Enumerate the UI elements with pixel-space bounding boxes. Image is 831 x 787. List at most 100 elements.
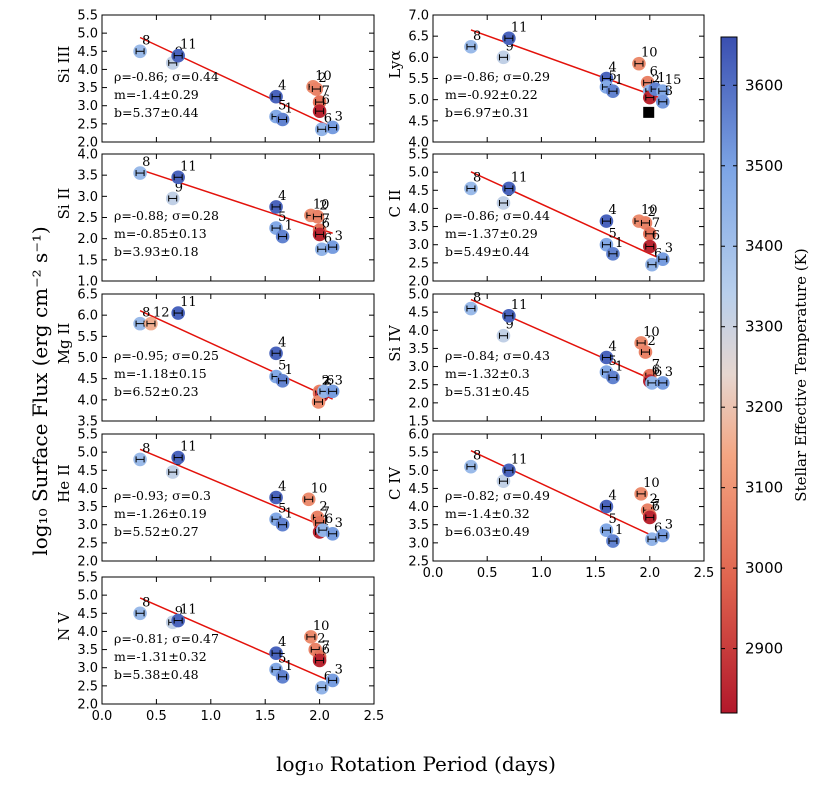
panel-frame (101, 153, 375, 282)
y-tick-label: 1.5 (408, 415, 429, 430)
panel: 1.5 2.0 2.5 3.0 3.5 4.0 4.5 5.0 Si IV ρ=-0.84; σ=… (386, 288, 705, 430)
point-label: 5 (278, 501, 286, 516)
stats-text: b=5.52±0.27 (114, 524, 199, 539)
point-label: 6 (325, 512, 333, 527)
y-tick-label: 4.0 (408, 202, 429, 217)
y-tick-label: 2.5 (77, 536, 98, 551)
point-label: 5 (608, 227, 616, 242)
x-tick-label: 2.5 (364, 709, 385, 724)
point-label: 2 (647, 334, 655, 349)
point-label: 11 (180, 295, 197, 310)
y-tick-label: 3.5 (408, 220, 429, 235)
y-tick-label: 6.0 (408, 51, 429, 66)
y-tick-label: 2.5 (77, 211, 98, 226)
y-tick-label: 5.5 (408, 72, 429, 87)
panel-ion-label: He II (55, 464, 73, 503)
panel: 1.0 1.5 2.0 2.5 3.0 3.5 4.0 Si II ρ=-0.88; σ=0.2… (55, 148, 375, 290)
point-label: 9 (175, 180, 183, 195)
panel-frame (432, 293, 705, 422)
y-tick-label: 6.0 (77, 309, 98, 324)
stats-text: m=-1.18±0.15 (114, 366, 207, 381)
x-tick-label: 2.5 (694, 566, 715, 581)
colorbar-tick-label: 3100 (745, 479, 783, 497)
stats-text: b=5.49±0.44 (445, 244, 530, 259)
stats-text: ρ=-0.95; σ=0.25 (114, 348, 219, 363)
point-label: 11 (180, 159, 197, 174)
point-label: 5 (278, 99, 286, 114)
y-tick-label: 2.5 (77, 679, 98, 694)
y-tick-label: 5.5 (408, 148, 429, 163)
y-tick-label: 2.0 (408, 396, 429, 411)
stats-text: b=5.37±0.44 (114, 105, 199, 120)
stats-text: ρ=-0.86; σ=0.44 (445, 208, 550, 223)
point-label: 11 (511, 298, 528, 313)
x-tick-label: 1.5 (255, 709, 276, 724)
y-tick-label: 3.5 (408, 342, 429, 357)
point-label: 7 (322, 212, 330, 227)
point-label: 15 (665, 73, 682, 88)
stats-text: m=-1.4±0.29 (114, 87, 199, 102)
point-label: 10 (313, 619, 330, 634)
panels-group: 2.0 2.5 3.0 3.5 4.0 4.5 5.0 5.5 Si III ρ=-0.86; σ… (55, 9, 714, 725)
y-tick-label: 4.5 (408, 482, 429, 497)
y-tick-label: 5.5 (77, 9, 98, 24)
stats-text: b=5.38±0.48 (114, 667, 199, 682)
point-label: 9 (175, 604, 183, 619)
fit-line (139, 597, 333, 683)
point-label: 10 (641, 46, 658, 61)
y-tick-label: 3.5 (77, 500, 98, 515)
point-label: 3 (335, 662, 343, 677)
point-label: 6 (324, 231, 332, 246)
point-label: 1 (615, 73, 623, 88)
point-label: 7 (322, 84, 330, 99)
point-label: 1 (285, 507, 293, 522)
point-label: 9 (505, 318, 513, 333)
point-label: 6 (324, 378, 332, 393)
y-tick-label: 2.0 (77, 555, 98, 570)
panel: 2.0 2.5 3.0 3.5 4.0 4.5 5.0 5.5 Si III ρ=-0.86; σ… (55, 9, 375, 151)
point-label: 4 (278, 480, 286, 495)
x-tick-label: 1.0 (531, 566, 552, 581)
y-tick-label: 4.0 (408, 500, 429, 515)
point-label: 11 (511, 20, 528, 35)
y-tick-label: 1.5 (77, 253, 98, 268)
y-tick-label: 3.0 (77, 518, 98, 533)
stats-text: m=-1.32±0.3 (445, 366, 530, 381)
point-label: 8 (473, 29, 481, 44)
y-tick-label: 3.5 (77, 415, 98, 430)
y-tick-label: 4.0 (77, 63, 98, 78)
y-tick-label: 3.5 (77, 169, 98, 184)
point-label: 5 (278, 359, 286, 374)
y-tick-label: 5.5 (408, 446, 429, 461)
y-tick-label: 5.0 (77, 351, 98, 366)
y-tick-label: 4.0 (408, 136, 429, 151)
point-label: 4 (608, 61, 616, 76)
y-tick-label: 2.5 (408, 256, 429, 271)
x-tick-label: 1.0 (200, 709, 221, 724)
y-tick-label: 3.0 (77, 661, 98, 676)
y-tick-label: 4.0 (408, 324, 429, 339)
point-label: 7 (652, 498, 660, 513)
y-tick-label: 3.0 (408, 360, 429, 375)
y-tick-label: 2.5 (408, 555, 429, 570)
colorbar-ticks: 2900 3000 3100 3200 3300 3400 3500 3600 (721, 76, 783, 658)
colorbar-tick-label: 3500 (745, 157, 783, 175)
stats-text: m=-1.37±0.29 (445, 226, 538, 241)
point-label: 4 (608, 203, 616, 218)
stats-text: ρ=-0.93; σ=0.3 (114, 488, 211, 503)
y-tick-label: 6.0 (408, 428, 429, 443)
y-tick-label: 5.0 (408, 166, 429, 181)
y-tick-label: 3.5 (77, 81, 98, 96)
colorbar-gradient (720, 36, 738, 714)
point-label: 6 (650, 65, 658, 80)
y-tick-label: 3.5 (77, 643, 98, 658)
point-label: 6 (654, 247, 662, 262)
point-label: 10 (313, 197, 330, 212)
x-tick-label: 1.5 (585, 566, 606, 581)
point-label: 4 (278, 635, 286, 650)
point-label: 6 (322, 642, 330, 657)
point-label: 1 (657, 71, 665, 86)
stats-text: ρ=-0.86; σ=0.29 (445, 69, 550, 84)
panel-ion-label: Mg II (55, 323, 73, 365)
y-tick-label: 4.5 (77, 464, 98, 479)
